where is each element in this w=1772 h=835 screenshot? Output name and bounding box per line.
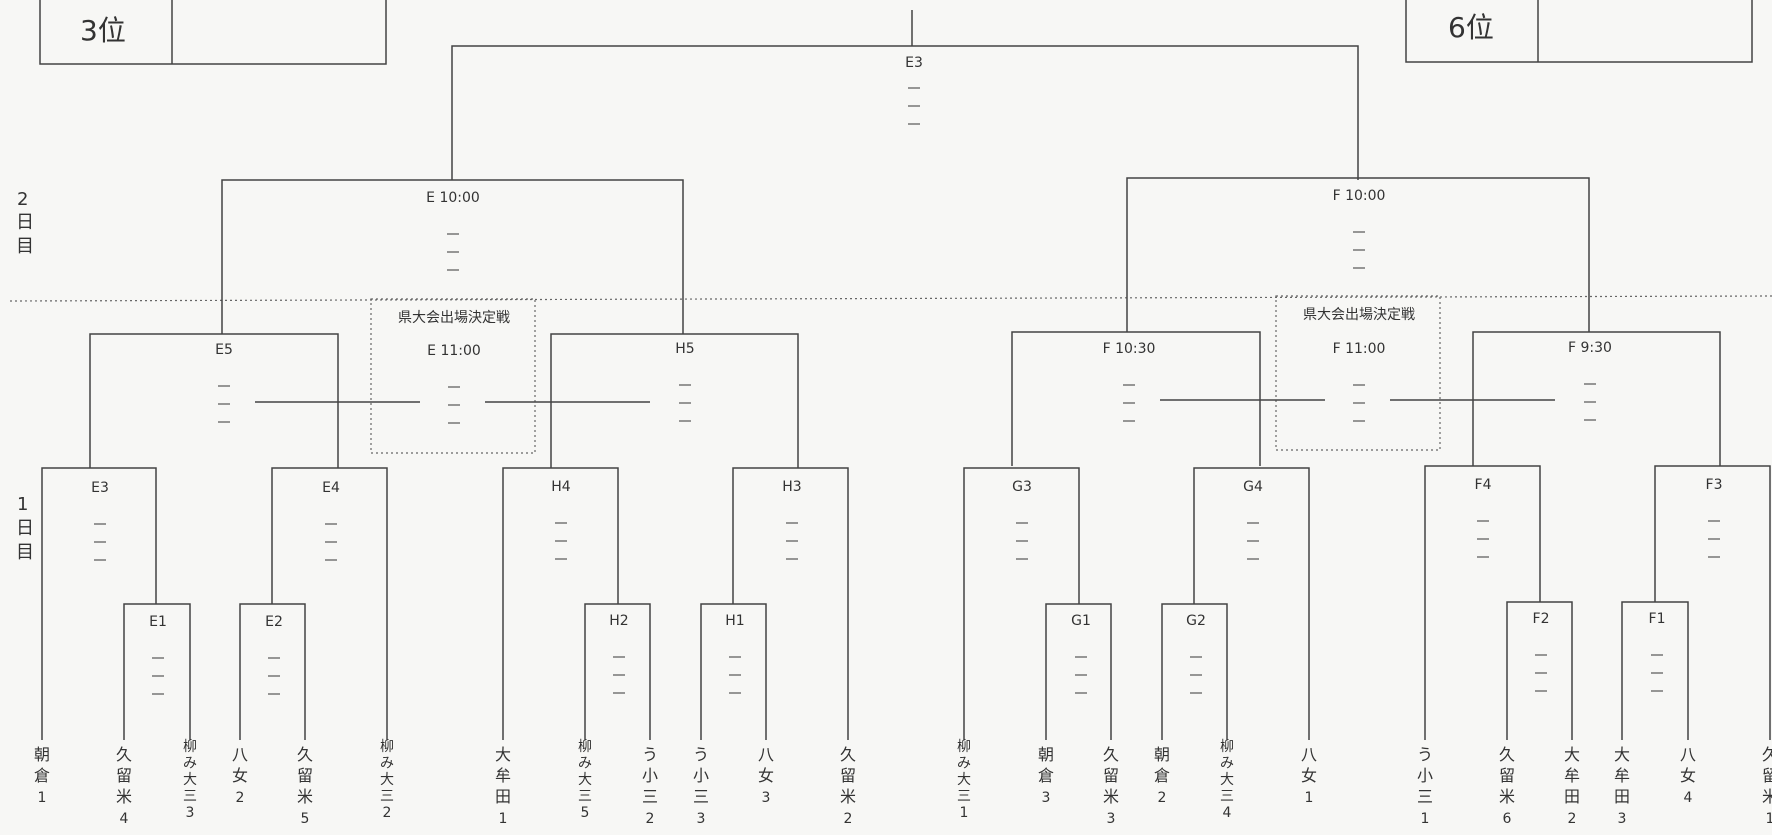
score-blank xyxy=(1247,522,1259,560)
day1-digit: 1 xyxy=(17,494,28,515)
team-label: 大牟田 2 xyxy=(1564,745,1580,827)
score-blank xyxy=(448,386,460,424)
team-label: 久留米 1 xyxy=(1762,745,1772,827)
team-label: 柳み大三 1 xyxy=(957,738,971,821)
team-label: 柳み大三 5 xyxy=(578,738,592,821)
rank-label-left: 3位 xyxy=(80,14,126,47)
score-blank xyxy=(908,87,920,125)
match-h2: H2 xyxy=(609,613,628,629)
score-blank xyxy=(679,384,691,422)
match-f3: F3 xyxy=(1706,477,1723,493)
day1-char1: 日 xyxy=(16,518,34,539)
score-blank xyxy=(1353,384,1365,422)
rank-label-right: 6位 xyxy=(1448,11,1494,44)
match-f1030: F 10:30 xyxy=(1103,341,1156,357)
team-label: 久留米 3 xyxy=(1103,745,1119,827)
match-h5: H5 xyxy=(675,341,694,357)
playoff-box-f xyxy=(1275,295,1441,451)
score-blank xyxy=(94,523,106,561)
score-blank xyxy=(1190,656,1202,694)
match-final-e3: E3 xyxy=(905,55,923,71)
score-blank xyxy=(1477,520,1489,558)
score-blank xyxy=(1535,654,1547,692)
match-f930: F 9:30 xyxy=(1568,340,1612,356)
match-g1: G1 xyxy=(1071,613,1091,629)
score-blank xyxy=(1123,384,1135,422)
day2-label: 2 日 目 xyxy=(16,189,40,257)
team-label: 八女 4 xyxy=(1680,745,1696,806)
match-e3: E3 xyxy=(91,480,109,496)
day2-char1: 日 xyxy=(16,212,34,233)
score-blank xyxy=(786,522,798,560)
score-blank xyxy=(325,523,337,561)
match-e4: E4 xyxy=(322,480,340,496)
match-h4: H4 xyxy=(551,479,571,495)
match-g4: G4 xyxy=(1243,479,1263,495)
match-e5: E5 xyxy=(215,342,233,358)
day2-digit: 2 xyxy=(17,189,28,210)
match-h3: H3 xyxy=(782,479,801,495)
score-blank xyxy=(729,656,741,694)
match-e1: E1 xyxy=(149,614,167,630)
match-f-playoff: F 11:00 xyxy=(1333,341,1386,357)
score-blank xyxy=(218,385,230,423)
score-blank xyxy=(1075,656,1087,694)
score-blank xyxy=(152,657,164,695)
team-label: 八女 1 xyxy=(1301,745,1317,806)
team-label: 朝倉 2 xyxy=(1154,745,1170,806)
day2-char2: 目 xyxy=(16,236,34,257)
playoff-label-e: 県大会出場決定戦 xyxy=(398,310,510,326)
rank-box-right: 6位 xyxy=(1405,0,1753,63)
rank-box-left: 3位 xyxy=(39,0,387,65)
team-label: う小三 2 xyxy=(642,745,658,827)
score-blank xyxy=(447,233,459,271)
score-blank xyxy=(1016,522,1028,560)
team-label: 八女 2 xyxy=(232,745,248,806)
score-blank xyxy=(1708,520,1720,558)
day1-label: 1 日 目 xyxy=(16,494,40,563)
team-label: 朝倉 3 xyxy=(1038,745,1054,806)
score-blank xyxy=(1651,654,1663,692)
score-blank xyxy=(1584,383,1596,421)
match-e-top: E 10:00 xyxy=(426,190,480,206)
team-label: 久留米 5 xyxy=(297,745,313,827)
team-label: 朝倉 1 xyxy=(34,745,50,806)
match-e-playoff: E 11:00 xyxy=(427,343,481,359)
team-label: 柳み大三 2 xyxy=(380,738,394,821)
day-separator xyxy=(9,295,1772,302)
match-f2: F2 xyxy=(1533,611,1550,627)
team-label: 久留米 2 xyxy=(840,745,856,827)
match-e2: E2 xyxy=(265,614,283,630)
match-f4: F4 xyxy=(1475,477,1492,493)
team-label: 大牟田 1 xyxy=(495,745,511,827)
bracket-lines xyxy=(41,10,1771,740)
day1-char2: 目 xyxy=(16,542,34,563)
team-label: 大牟田 3 xyxy=(1614,745,1630,827)
score-blank xyxy=(1353,231,1365,269)
team-labels: 朝倉 1 久留米 4 柳み大三 3 八女 2 久留米 5 柳み大三 2 大牟田 1 柳み大三 5 う小三 2 う小三… xyxy=(34,738,1772,827)
score-blanks xyxy=(94,87,1720,695)
score-blank xyxy=(555,522,567,560)
team-label: 八女 3 xyxy=(758,745,774,806)
team-label: う小三 1 xyxy=(1417,745,1433,827)
team-label: う小三 3 xyxy=(693,745,709,827)
team-label: 柳み大三 3 xyxy=(183,738,197,821)
match-g3: G3 xyxy=(1012,479,1032,495)
team-label: 久留米 4 xyxy=(116,745,132,827)
score-blank xyxy=(613,656,625,694)
match-f-top: F 10:00 xyxy=(1333,188,1386,204)
playoff-label-f: 県大会出場決定戦 xyxy=(1303,307,1415,323)
playoff-box-e xyxy=(370,298,536,454)
match-labels: E3 E 10:00 F 10:00 県大会出場決定戦 県大会出場決定戦 E5 … xyxy=(91,55,1722,630)
match-f1: F1 xyxy=(1649,611,1666,627)
score-blank xyxy=(268,657,280,695)
match-h1: H1 xyxy=(725,613,744,629)
match-g2: G2 xyxy=(1186,613,1206,629)
team-label: 柳み大三 4 xyxy=(1220,738,1234,821)
team-label: 久留米 6 xyxy=(1499,745,1515,827)
